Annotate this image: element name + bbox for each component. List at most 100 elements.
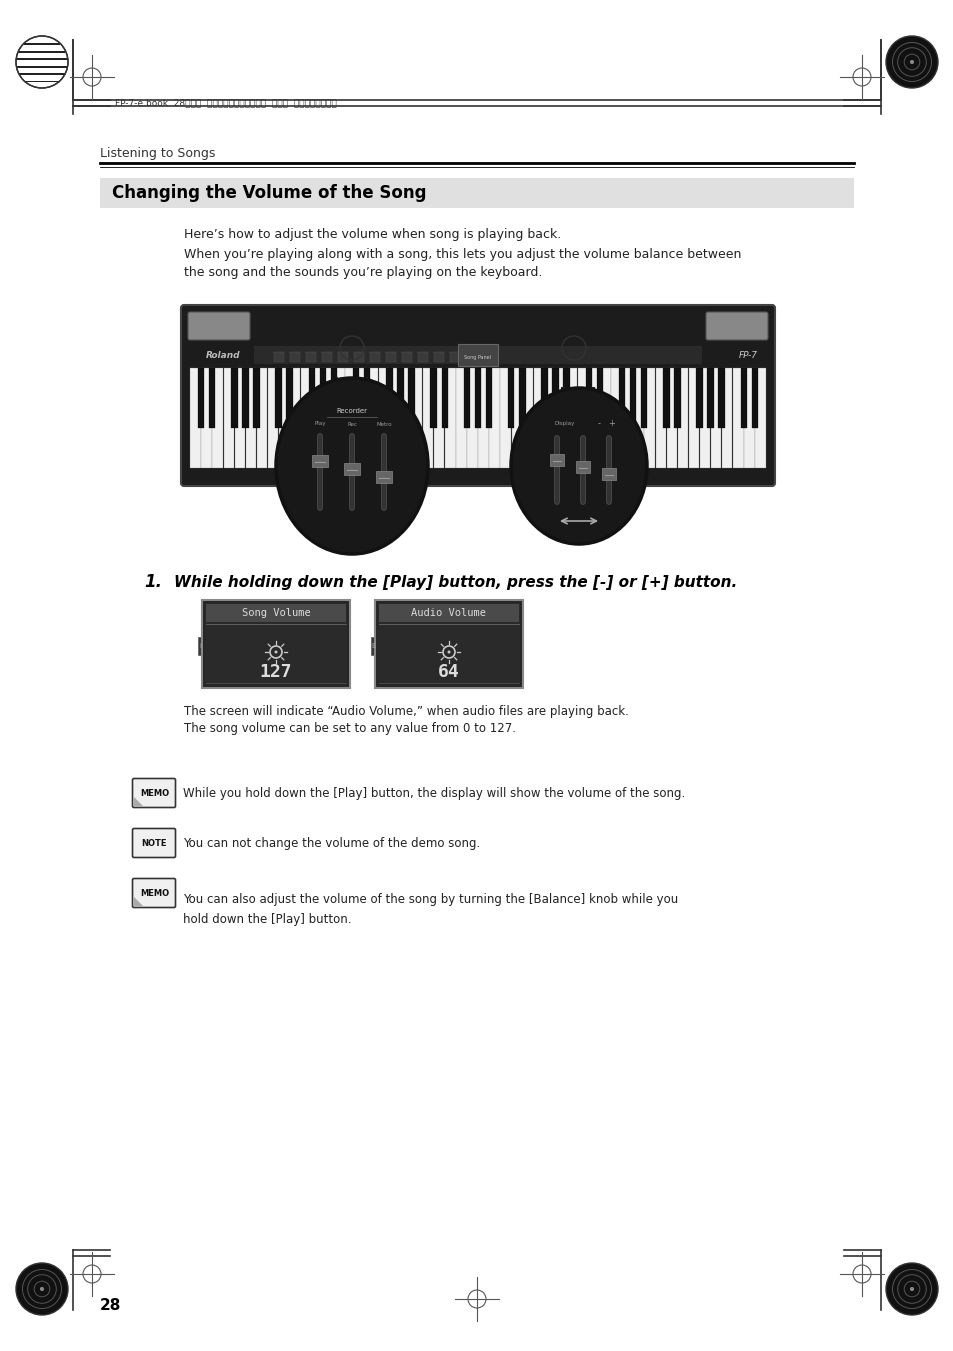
Bar — [322, 353, 332, 362]
Bar — [450, 353, 459, 362]
Bar — [301, 367, 312, 467]
Bar — [533, 367, 543, 467]
Bar — [24, 43, 60, 46]
Text: Roland: Roland — [206, 351, 240, 361]
Circle shape — [40, 1288, 44, 1292]
Bar — [596, 367, 602, 428]
Bar — [278, 367, 289, 467]
Ellipse shape — [275, 378, 428, 554]
Bar — [371, 638, 375, 655]
Bar — [344, 463, 359, 476]
Bar — [223, 367, 233, 467]
Bar — [386, 367, 393, 428]
Bar — [456, 367, 466, 467]
Text: When you’re playing along with a song, this lets you adjust the volume balance b: When you’re playing along with a song, t… — [184, 249, 740, 280]
Bar — [100, 178, 853, 208]
Bar — [274, 353, 284, 362]
Bar — [601, 467, 616, 480]
Text: You can not change the volume of the demo song.: You can not change the volume of the dem… — [183, 836, 479, 850]
FancyBboxPatch shape — [132, 828, 175, 858]
Polygon shape — [133, 797, 143, 807]
Bar — [696, 367, 702, 428]
Text: While you hold down the [Play] button, the display will show the volume of the s: While you hold down the [Play] button, t… — [183, 786, 684, 800]
Text: 127: 127 — [259, 663, 292, 681]
Bar — [375, 471, 392, 484]
Bar — [354, 353, 364, 362]
Bar — [599, 367, 610, 467]
Text: Play: Play — [314, 422, 325, 427]
Circle shape — [447, 650, 450, 654]
Bar — [312, 367, 322, 467]
Bar — [611, 367, 621, 467]
Text: Changing the Volume of the Song: Changing the Volume of the Song — [112, 184, 426, 203]
Bar — [467, 367, 477, 467]
Bar — [356, 367, 367, 467]
Bar — [256, 367, 267, 467]
Text: Song Panel: Song Panel — [464, 354, 491, 359]
Circle shape — [909, 1288, 913, 1292]
Bar — [337, 353, 348, 362]
Bar — [312, 455, 328, 467]
Bar — [666, 367, 677, 467]
Bar — [331, 367, 336, 428]
Bar — [202, 600, 350, 688]
Bar — [578, 367, 588, 467]
Bar — [540, 367, 547, 428]
Bar — [618, 367, 624, 428]
Text: MEMO: MEMO — [140, 889, 170, 897]
Text: E: E — [371, 643, 375, 648]
Text: +: + — [608, 420, 615, 428]
Bar — [253, 367, 259, 428]
Bar — [319, 367, 326, 428]
Bar — [412, 367, 422, 467]
Bar — [441, 367, 448, 428]
Bar — [457, 345, 497, 366]
Bar — [662, 367, 669, 428]
Bar — [242, 367, 249, 428]
Bar — [18, 73, 66, 76]
Bar — [655, 367, 665, 467]
FancyBboxPatch shape — [705, 312, 767, 340]
Bar — [378, 604, 518, 621]
Text: Rec: Rec — [347, 422, 356, 427]
Bar — [434, 353, 443, 362]
Bar — [246, 367, 256, 467]
Bar — [477, 367, 488, 467]
Text: Song Volume: Song Volume — [241, 608, 310, 617]
Circle shape — [274, 650, 277, 654]
Bar — [16, 66, 68, 68]
Bar — [566, 367, 577, 467]
Bar — [268, 367, 278, 467]
Bar — [489, 367, 499, 467]
Bar — [434, 367, 444, 467]
Text: Metro: Metro — [375, 422, 392, 427]
Bar — [24, 81, 60, 82]
Bar — [721, 367, 732, 467]
Bar — [378, 367, 389, 467]
Bar — [550, 454, 563, 466]
Polygon shape — [133, 897, 143, 907]
Bar — [396, 367, 403, 428]
Bar — [309, 367, 314, 428]
Bar — [463, 367, 470, 428]
Bar — [621, 367, 632, 467]
Bar — [677, 367, 687, 467]
Bar — [430, 367, 436, 428]
Bar — [556, 367, 566, 467]
Circle shape — [885, 36, 937, 88]
Bar — [644, 367, 655, 467]
Text: Here’s how to adjust the volume when song is playing back.: Here’s how to adjust the volume when son… — [184, 228, 560, 240]
Text: 1.: 1. — [144, 573, 162, 590]
Bar — [518, 367, 525, 428]
Bar — [408, 367, 415, 428]
Bar — [585, 367, 592, 428]
Text: 64: 64 — [437, 663, 459, 681]
Bar — [401, 353, 412, 362]
Bar — [364, 367, 370, 428]
Bar — [544, 367, 555, 467]
Text: The song volume can be set to any value from 0 to 127.: The song volume can be set to any value … — [184, 721, 516, 735]
Bar — [700, 367, 710, 467]
Text: The screen will indicate “Audio Volume,” when audio files are playing back.: The screen will indicate “Audio Volume,”… — [184, 705, 628, 717]
Ellipse shape — [511, 388, 646, 544]
Bar — [253, 346, 701, 363]
